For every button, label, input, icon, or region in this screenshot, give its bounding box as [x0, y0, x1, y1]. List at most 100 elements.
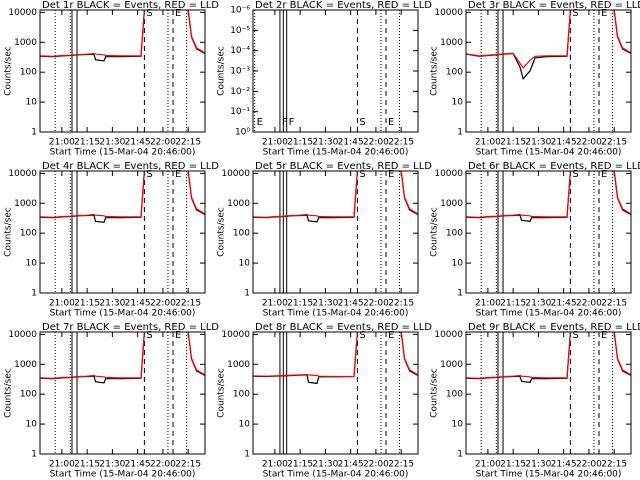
x-tick-label: 21:30: [312, 138, 338, 148]
y-tick-label: 1: [457, 289, 463, 299]
x-tick-label: 22:15: [601, 460, 627, 470]
y-tick-label: 10: [26, 98, 38, 108]
x-axis-label: Start Time (15-Mar-04 20:46:00): [263, 148, 409, 158]
x-tick-label: 21:00: [49, 138, 75, 148]
plot-frame: [252, 170, 419, 294]
y-axis-label: Counts/sec: [4, 207, 14, 257]
x-axis-label: Start Time (15-Mar-04 20:46:00): [263, 470, 409, 480]
x-tick-label: 21:00: [262, 138, 288, 148]
x-tick-label: 21:45: [551, 460, 577, 470]
panel-title: Det 2r BLACK = Events, RED = LLD: [255, 0, 432, 11]
series-line: [40, 171, 205, 218]
x-tick-label: 22:15: [388, 138, 414, 148]
x-tick-label: 21:45: [125, 299, 151, 309]
y-tick-label: 10000: [221, 169, 250, 179]
event-label: E: [175, 8, 181, 19]
x-tick-label: 22:15: [388, 460, 414, 470]
x-tick-label: 22:15: [175, 138, 201, 148]
y-tick-label: 10⁰: [235, 128, 250, 138]
y-tick-label: 10: [452, 98, 464, 108]
x-tick-label: 21:45: [551, 138, 577, 148]
plot-frame: [39, 331, 206, 455]
event-label: S: [146, 8, 152, 19]
y-tick-label: 10⁻³: [230, 67, 250, 77]
x-tick-label: 21:00: [262, 299, 288, 309]
series-line: [466, 171, 631, 218]
x-tick-label: 21:45: [338, 138, 364, 148]
panel: Det 5r BLACK = Events, RED = LLD Counts/s…: [217, 161, 433, 319]
plot-frame: [39, 9, 206, 133]
y-axis-label: Counts/sec: [430, 368, 440, 418]
series-line: [466, 10, 631, 81]
y-tick-label: 100: [20, 229, 37, 239]
x-tick-label: 21:15: [500, 299, 526, 309]
event-label: E: [388, 117, 394, 128]
y-tick-label: 10000: [8, 330, 37, 340]
y-axis-label: Counts/sec: [4, 368, 14, 418]
panel-title: Det 6r BLACK = Events, RED = LLD: [468, 161, 640, 172]
y-axis-label: Counts/sec: [217, 368, 227, 418]
y-tick-label: 1: [457, 450, 463, 460]
plot-frame: [252, 9, 419, 133]
x-tick-label: 21:30: [99, 460, 125, 470]
y-tick-label: 10000: [221, 330, 250, 340]
x-tick-label: 22:00: [576, 138, 602, 148]
series-line: [253, 171, 418, 218]
x-tick-label: 21:15: [287, 299, 313, 309]
plot-frame: [465, 331, 632, 455]
panel-title: Det 3r BLACK = Events, RED = LLD: [468, 0, 640, 11]
y-tick-label: 10⁻⁴: [230, 46, 250, 56]
x-tick-label: 21:15: [500, 138, 526, 148]
x-tick-label: 22:15: [601, 299, 627, 309]
event-label: E: [388, 169, 394, 180]
panel-title: Det 8r BLACK = Events, RED = LLD: [255, 322, 432, 333]
event-label: S: [359, 169, 365, 180]
y-tick-label: 1000: [440, 199, 463, 209]
y-tick-label: 10⁻⁵: [230, 26, 250, 36]
x-tick-label: 21:45: [125, 460, 151, 470]
y-tick-label: 1000: [440, 38, 463, 48]
y-axis-label: Counts/sec: [430, 207, 440, 257]
x-axis-label: Start Time (15-Mar-04 20:46:00): [476, 148, 622, 158]
plot-frame: [39, 170, 206, 294]
panel: Det 1r BLACK = Events, RED = LLD Counts/s…: [4, 0, 220, 158]
x-axis-label: Start Time (15-Mar-04 20:46:00): [263, 309, 409, 319]
panel-title: Det 5r BLACK = Events, RED = LLD: [255, 161, 432, 172]
panel: Det 9r BLACK = Events, RED = LLD Counts/s…: [430, 322, 640, 480]
panel-title: Det 7r BLACK = Events, RED = LLD: [42, 322, 219, 333]
y-tick-label: 1000: [14, 199, 37, 209]
event-label: S: [359, 117, 365, 128]
y-tick-label: 10000: [434, 169, 463, 179]
y-tick-label: 1000: [227, 199, 250, 209]
panel-title: Det 9r BLACK = Events, RED = LLD: [468, 322, 640, 333]
panel: Det 8r BLACK = Events, RED = LLD Counts/s…: [217, 322, 433, 480]
x-tick-label: 22:15: [388, 299, 414, 309]
y-tick-label: 10: [26, 420, 38, 430]
panel: Det 4r BLACK = Events, RED = LLD Counts/s…: [4, 161, 220, 319]
x-tick-label: 22:00: [363, 138, 389, 148]
y-tick-label: 1000: [14, 360, 37, 370]
y-tick-label: 100: [233, 229, 250, 239]
x-tick-label: 21:45: [338, 460, 364, 470]
y-tick-label: 10: [452, 420, 464, 430]
x-tick-label: 21:30: [99, 299, 125, 309]
y-axis-label: Counts/sec: [217, 46, 227, 96]
x-axis-label: Start Time (15-Mar-04 20:46:00): [476, 309, 622, 319]
x-tick-label: 21:45: [551, 299, 577, 309]
y-tick-label: 100: [446, 68, 463, 78]
x-tick-label: 22:00: [150, 299, 176, 309]
x-tick-label: 21:00: [49, 299, 75, 309]
event-label: S: [572, 330, 578, 341]
x-tick-label: 21:00: [475, 460, 501, 470]
y-tick-label: 10: [239, 420, 251, 430]
x-tick-label: 21:00: [475, 138, 501, 148]
x-axis-label: Start Time (15-Mar-04 20:46:00): [50, 309, 196, 319]
event-label: S: [146, 330, 152, 341]
y-tick-label: 10000: [8, 169, 37, 179]
y-tick-label: 1: [244, 289, 250, 299]
x-tick-label: 21:15: [74, 299, 100, 309]
y-tick-label: 100: [446, 229, 463, 239]
panel: Det 6r BLACK = Events, RED = LLD Counts/s…: [430, 161, 640, 319]
y-tick-label: 100: [446, 390, 463, 400]
x-tick-label: 21:15: [287, 138, 313, 148]
